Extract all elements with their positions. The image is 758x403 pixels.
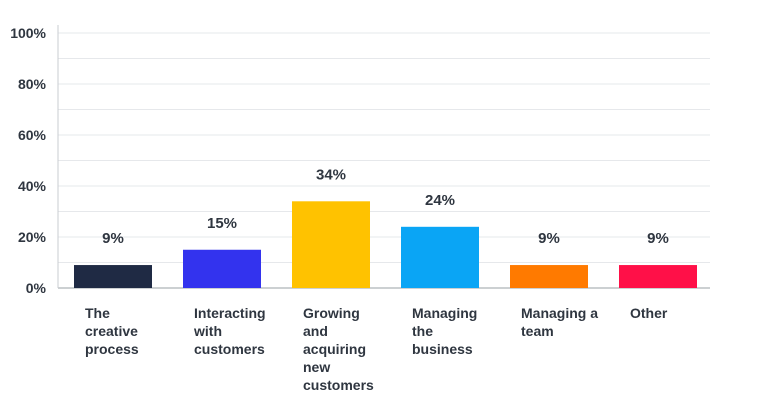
bar — [619, 265, 697, 288]
category-label-line: team — [521, 323, 554, 339]
data-label: 9% — [647, 230, 669, 247]
bar — [74, 265, 152, 288]
data-label: 24% — [425, 192, 455, 209]
y-tick-label: 20% — [18, 229, 47, 245]
category-label-line: The — [85, 305, 110, 321]
category-label-line: new — [303, 359, 330, 375]
category-label: Other — [630, 305, 668, 321]
y-tick-label: 0% — [26, 280, 47, 296]
data-label: 34% — [316, 166, 346, 183]
y-tick-label: 40% — [18, 178, 47, 194]
category-label-line: the — [412, 323, 433, 339]
category-label-line: Growing — [303, 305, 360, 321]
category-label-line: Managing a — [521, 305, 598, 321]
data-label: 9% — [538, 230, 560, 247]
category-label-line: Other — [630, 305, 668, 321]
category-label: Interacting with customers — [193, 305, 266, 357]
category-label-line: business — [412, 341, 473, 357]
category-label-line: customers — [194, 341, 265, 357]
category-label-line: process — [85, 341, 139, 357]
y-tick-label: 60% — [18, 127, 47, 143]
category-label-line: and — [303, 323, 328, 339]
category-label-line: customers — [303, 377, 374, 393]
y-tick-label: 100% — [10, 25, 46, 41]
category-label-line: Interacting — [194, 305, 266, 321]
bar — [292, 201, 370, 288]
category-label-line: creative — [85, 323, 138, 339]
bar — [183, 249, 261, 288]
category-label: The creative process — [85, 305, 139, 357]
category-label: Managing the business — [412, 305, 477, 357]
category-label-line: Managing — [412, 305, 477, 321]
category-label-line: with — [193, 323, 222, 339]
category-label-line: acquiring — [303, 341, 366, 357]
data-label: 15% — [207, 215, 237, 232]
y-tick-label: 80% — [18, 76, 47, 92]
category-label: Managing a team — [521, 305, 598, 339]
bar — [510, 265, 588, 288]
category-label: Growing and acquiring new customers — [303, 305, 374, 393]
data-label: 9% — [102, 230, 124, 247]
bar — [401, 226, 479, 288]
